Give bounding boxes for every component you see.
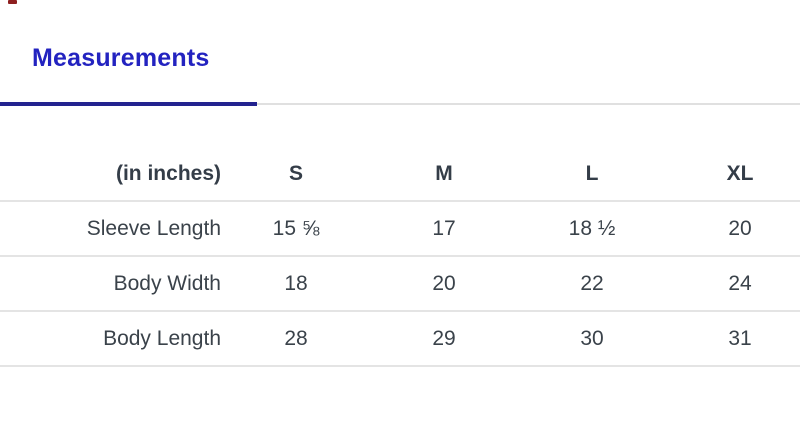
measurement-value: 18 ½ (518, 201, 666, 257)
column-header-xl: XL (666, 147, 800, 202)
tab-strip-divider (0, 103, 800, 105)
column-header-s: S (222, 147, 370, 202)
measurement-value: 15 ⅝ (222, 201, 370, 257)
row-label: Body Length (0, 311, 222, 367)
column-header-l: L (518, 147, 666, 202)
measurement-value: 30 (518, 311, 666, 367)
measurement-value: 31 (666, 311, 800, 367)
clipped-red-fragment (8, 0, 17, 4)
tab-measurements[interactable]: Measurements (32, 44, 210, 72)
measurement-value: 20 (666, 201, 800, 257)
measurements-table: (in inches) S M L XL Sleeve Length 15 ⅝ … (0, 147, 800, 367)
table-row-body-width: Body Width 18 20 22 24 (0, 256, 800, 312)
row-label: Sleeve Length (0, 201, 222, 257)
measurement-value: 24 (666, 256, 800, 312)
column-header-m: M (370, 147, 518, 202)
measurement-value: 17 (370, 201, 518, 257)
table-row-sleeve-length: Sleeve Length 15 ⅝ 17 18 ½ 20 (0, 201, 800, 257)
measurement-value: 28 (222, 311, 370, 367)
table-header-row: (in inches) S M L XL (0, 147, 800, 202)
measurement-value: 20 (370, 256, 518, 312)
active-tab-indicator (0, 102, 257, 106)
row-label: Body Width (0, 256, 222, 312)
measurement-value: 18 (222, 256, 370, 312)
measurement-value: 22 (518, 256, 666, 312)
table-row-body-length: Body Length 28 29 30 31 (0, 311, 800, 367)
measurement-value: 29 (370, 311, 518, 367)
unit-header: (in inches) (0, 147, 222, 202)
